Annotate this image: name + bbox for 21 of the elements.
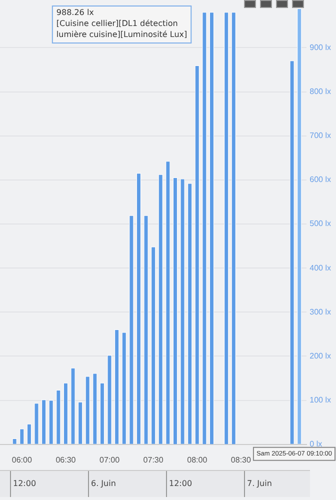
text: 7. Juin <box>247 479 272 488</box>
y-tick-label: 500 lx <box>310 219 332 228</box>
y-tick-label: 700 lx <box>310 131 332 140</box>
x-tick-label: 08:00 <box>187 455 208 464</box>
text: 12:00 <box>169 479 192 488</box>
x-tick-label: 08:30 <box>230 455 252 464</box>
y-tick-label: 300 lx <box>310 307 332 316</box>
y-tick-label: 100 lx <box>310 396 332 405</box>
y-tick-label: 600 lx <box>310 175 332 184</box>
x-tick-label: 06:00 <box>12 455 32 464</box>
text: 6. Juin <box>91 479 116 488</box>
y-tick-label: 900 lx <box>310 42 332 52</box>
y-tick-label: 0 lx <box>310 440 322 449</box>
y-tick-label: 200 lx <box>310 351 332 360</box>
x-tick-label: 07:30 <box>143 455 164 464</box>
annotation: 988.26 lx [Cuisine cellier][DL1 détection lumière cuisine][Luminosité Lux] <box>56 8 188 40</box>
y-tick-label: 800 lx <box>310 86 332 96</box>
x-tick-label: 06:30 <box>56 455 76 464</box>
y-tick-label: 400 lx <box>310 263 332 272</box>
x-tick-label: 07:00 <box>100 455 120 464</box>
text: 12:00 <box>13 479 36 488</box>
